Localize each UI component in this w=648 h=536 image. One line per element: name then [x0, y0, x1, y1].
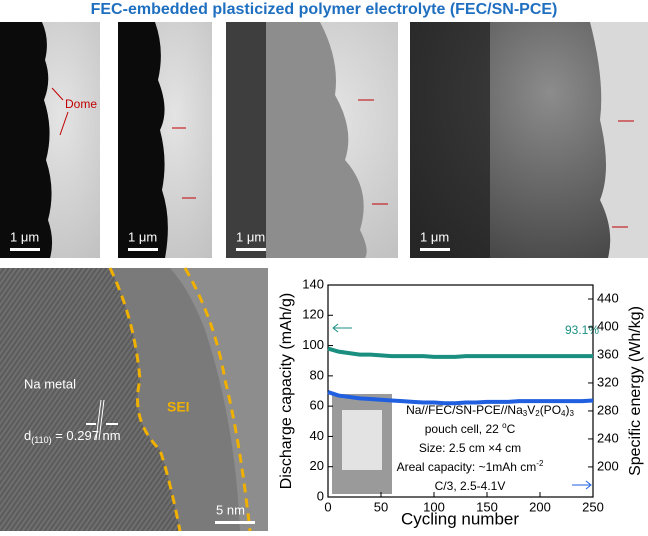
inset-text: Size: 2.5 cm ×4 cm [419, 441, 521, 455]
y-tick-label: 80 [310, 367, 324, 382]
x-tick-label: 0 [324, 499, 331, 514]
data-line [327, 390, 594, 406]
inset-text: Na//FEC/SN-PCE//Na3V2(PO4)3 [406, 403, 574, 418]
chart: Na//FEC/SN-PCE//Na3V2(PO4)3 pouch cell, … [278, 276, 644, 528]
y2-tick-label: 400 [597, 318, 619, 333]
inset-text: pouch cell, 22 oC [425, 421, 516, 436]
x-axis-title: Cycling number [401, 509, 519, 528]
x-tick-label: 200 [529, 499, 551, 514]
axis-arrow [332, 323, 352, 333]
y2-tick-label: 240 [597, 430, 619, 445]
plot-frame [327, 284, 594, 498]
y2-tick-label: 440 [597, 290, 619, 305]
region-label: Na metal [24, 376, 76, 391]
y-tick-label: 40 [310, 428, 324, 443]
figure-title: FEC-embedded plasticized polymer electro… [91, 1, 558, 18]
y-tick-label: 140 [302, 276, 324, 291]
micrograph: 1 μm [226, 22, 398, 258]
y-tick-label: 100 [302, 337, 324, 352]
y-tick-label: 20 [310, 458, 324, 473]
annotation: 93.1% [565, 323, 599, 337]
y-tick-label: 0 [317, 488, 324, 503]
axis-arrow [572, 480, 592, 490]
y2-tick-label: 320 [597, 374, 619, 389]
y2-tick-label: 280 [597, 402, 619, 417]
x-tick-label: 50 [374, 499, 388, 514]
inset-photo [342, 410, 382, 470]
micrograph: Dome 1 μm [0, 22, 100, 258]
annotation: Dome [65, 97, 97, 111]
inset-text: C/3, 2.5-4.1V [435, 479, 506, 493]
x-tick-label: 100 [423, 499, 445, 514]
hrtem-image: Na metal SEI d(110) = 0.297 nm 5 nm [0, 267, 268, 532]
y2-tick-label: 200 [597, 458, 619, 473]
scale-bar-label: 1 μm [128, 229, 157, 244]
y-tick-label: 120 [302, 307, 324, 322]
micrograph: 1 μm [410, 22, 648, 258]
scale-bar-label: 5 nm [216, 502, 245, 517]
y-axis-title: Discharge capacity (mAh/g) [278, 293, 295, 490]
scale-bar-label: 1 μm [10, 229, 39, 244]
scale-bar-label: 1 μm [236, 229, 265, 244]
scale-bar-label: 1 μm [420, 229, 449, 244]
x-tick-label: 250 [582, 499, 604, 514]
region-label: SEI [167, 399, 190, 415]
micrograph: 1 μm [118, 22, 212, 258]
inset-text: Areal capacity: ~1mAh cm-2 [397, 459, 544, 474]
x-tick-label: 150 [476, 499, 498, 514]
data-line [327, 346, 593, 359]
y-tick-label: 60 [310, 398, 324, 413]
d-spacing: d(110) = 0.297 nm [24, 428, 121, 445]
y2-axis-title: Specific energy (Wh/kg) [627, 306, 644, 476]
y2-tick-label: 360 [597, 346, 619, 361]
